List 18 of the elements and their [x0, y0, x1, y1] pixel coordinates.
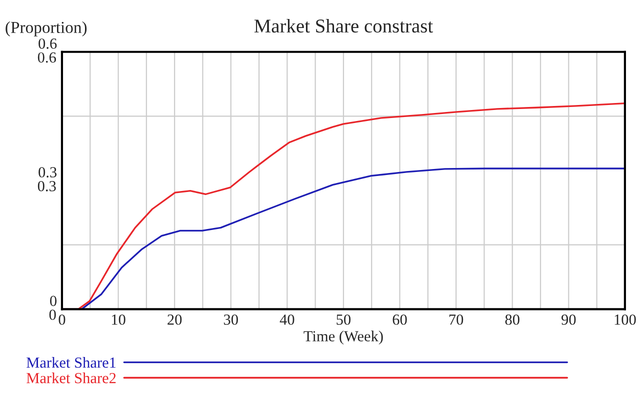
x-tick-label: 30 [224, 314, 238, 325]
x-tick-label: 0 [58, 314, 66, 325]
x-tick-label: 50 [336, 314, 351, 325]
text: Market Share2 [26, 372, 116, 384]
x-tick-label: 70 [449, 314, 464, 325]
x-tick-label: 20 [168, 314, 182, 325]
text: Market Share1 [26, 357, 116, 368]
x-tick-label: 90 [562, 314, 576, 325]
x-axis-title: Time (Week) [304, 330, 383, 345]
y-axis-title: (Proportion) [6, 21, 87, 36]
y-tick-label: 0.3 [38, 180, 56, 192]
x-tick-label: 60 [392, 314, 407, 325]
x-tick-label: 80 [505, 314, 520, 325]
x-tick-label: 100 [614, 314, 636, 325]
x-tick-label: 40 [280, 314, 294, 325]
y-tick-label: 0.6 [38, 52, 56, 63]
chart-title: Market Share constrast [254, 18, 433, 33]
x-tick-label: 10 [112, 314, 126, 325]
